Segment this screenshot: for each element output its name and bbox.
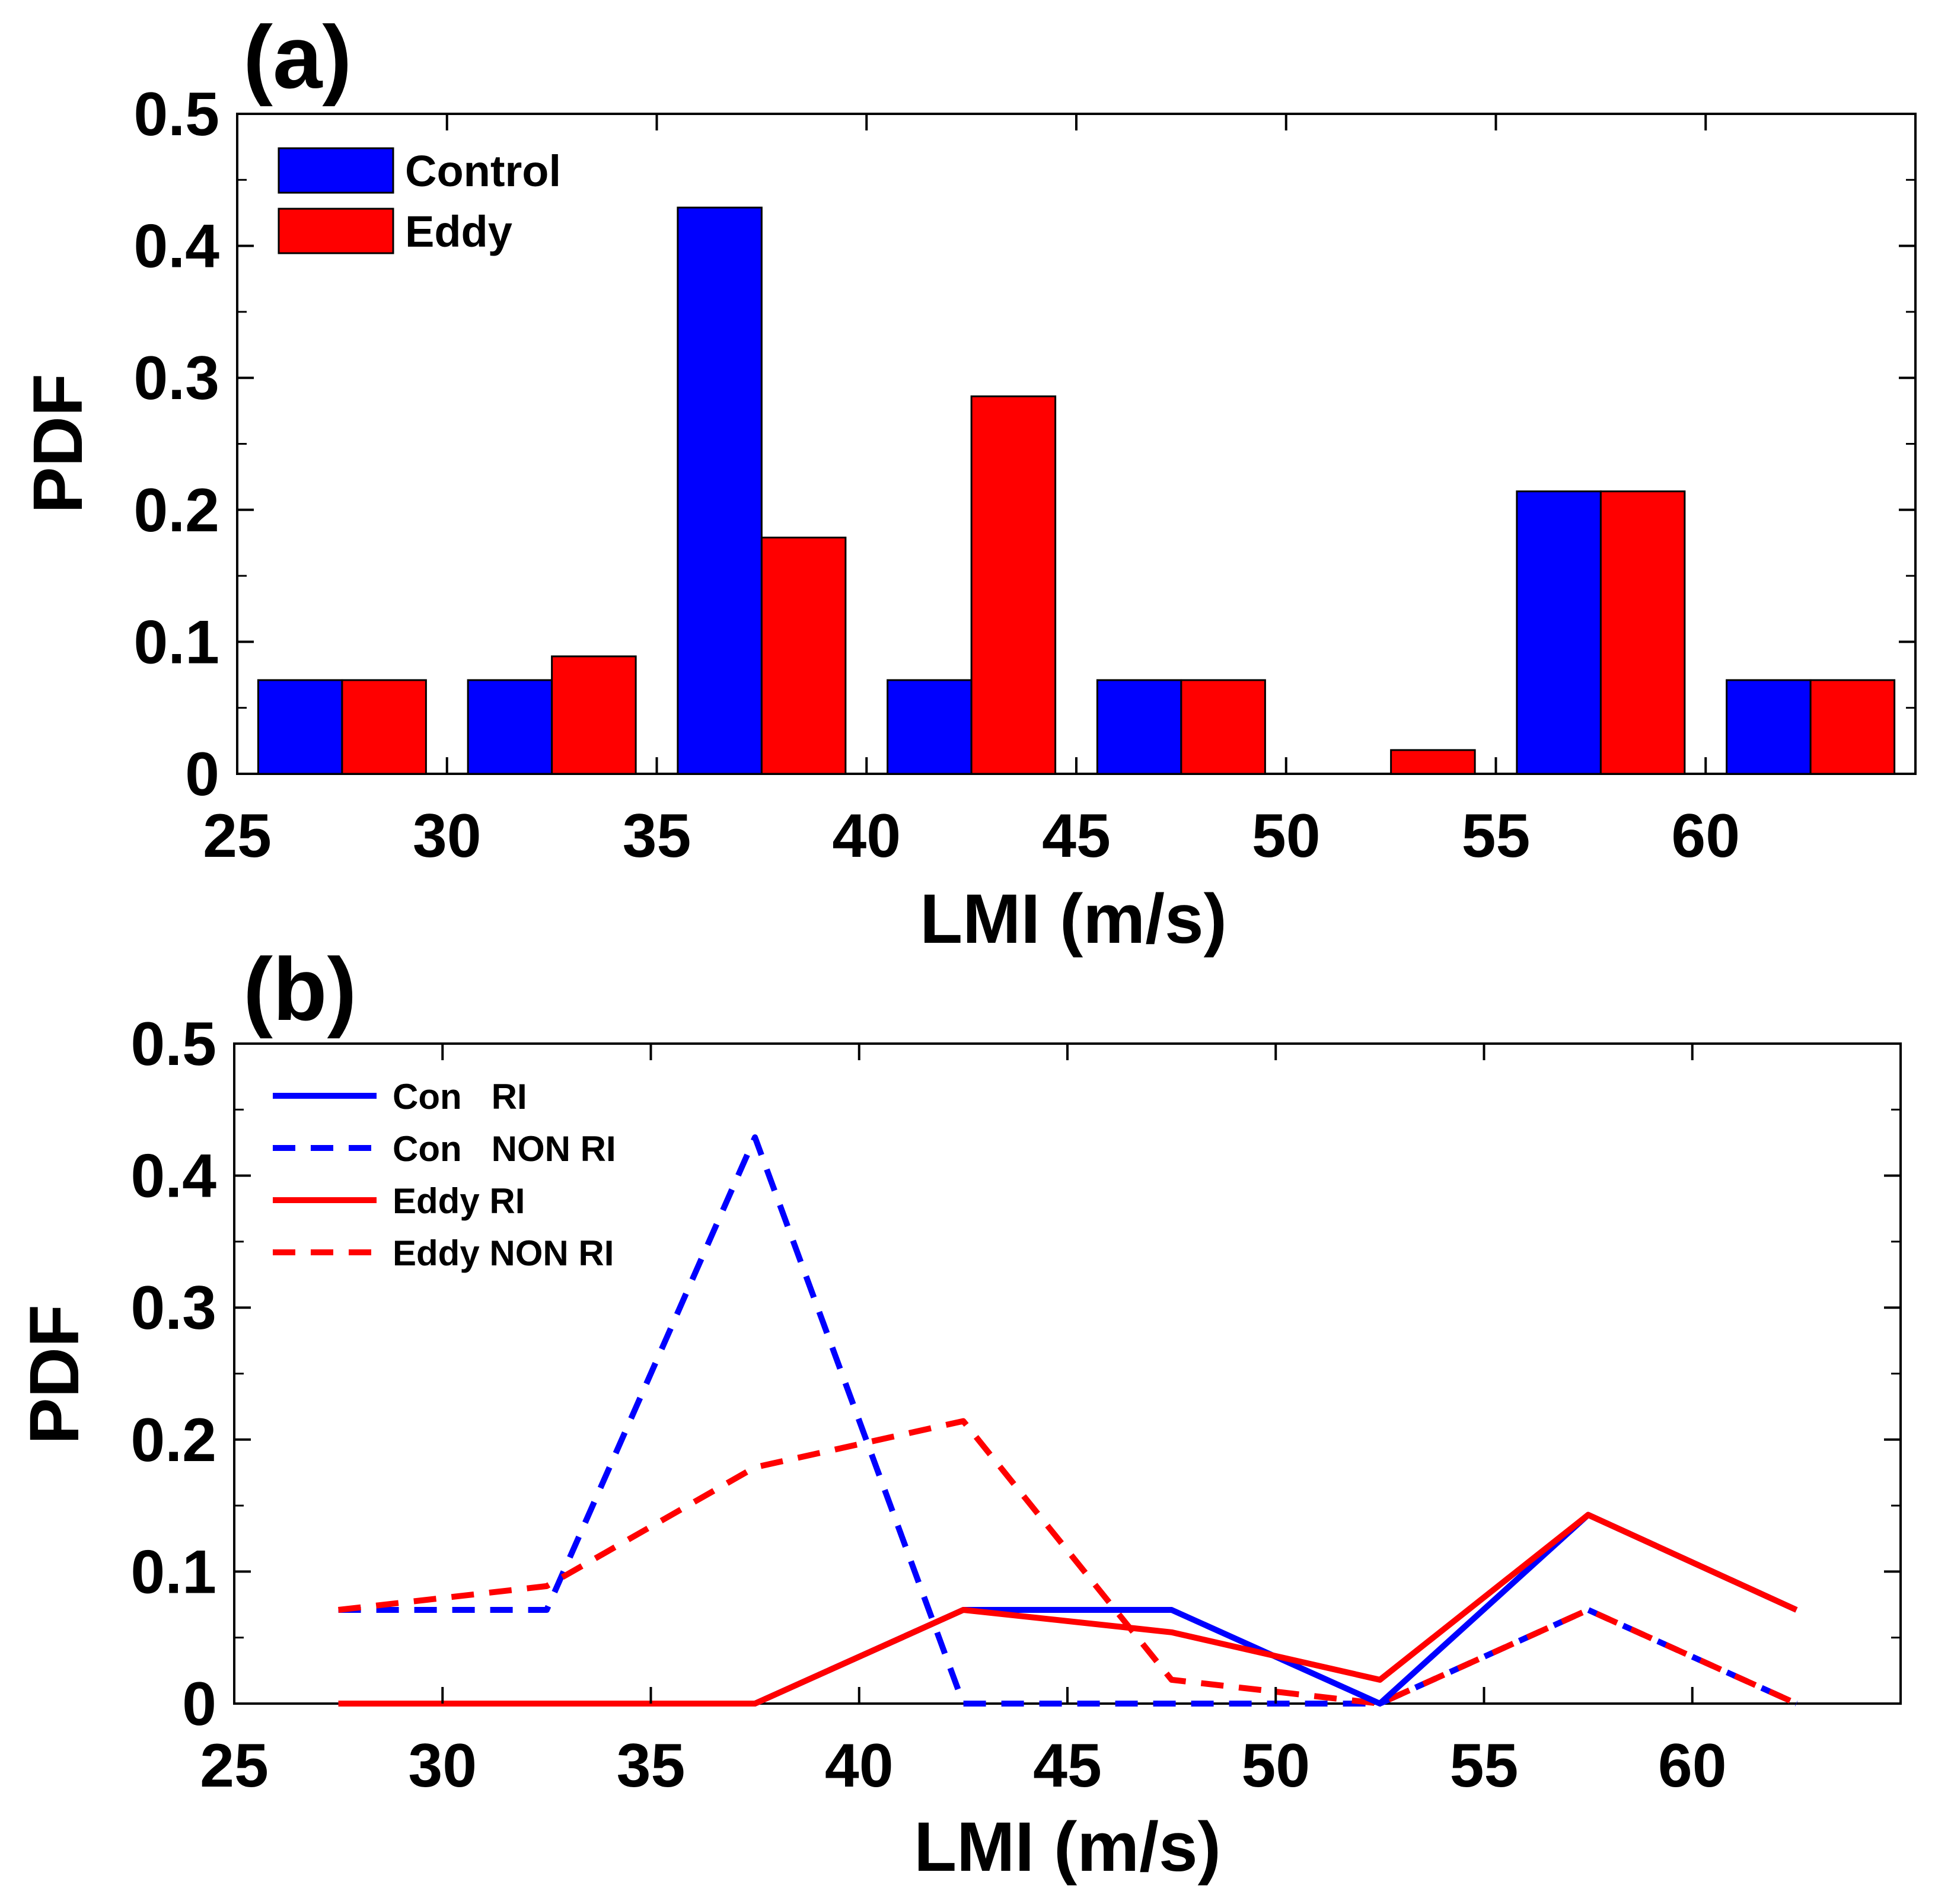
x-tick-label: 30 xyxy=(413,802,482,870)
y-tick-label: 0.3 xyxy=(133,344,219,413)
panel-b-line-chart: (b) 0 0.1 0.2 0.3 0.4 0.5 25 30 35 40 45 50 55 60 LMI… xyxy=(15,939,1902,1886)
series-line-eddy-ri xyxy=(338,1511,1798,1707)
panel-a-bar-chart: (a) 0 0.1 0.2 0.3 0.4 0.5 25 30 35 40 45 50 55 60 LMI… xyxy=(19,7,1917,958)
y-tick-label: 0.4 xyxy=(133,212,219,281)
y-tick-label: 0.2 xyxy=(133,476,219,545)
panel-b-y-axis-title: PDF xyxy=(15,1305,94,1444)
y-tick-label: 0.1 xyxy=(130,1538,216,1606)
panel-b-legend: Con RI Con NON RI Eddy RI Eddy NON RI xyxy=(273,1077,616,1273)
legend-swatch-eddy xyxy=(278,208,394,254)
bar-eddy-52.5 xyxy=(1390,749,1476,775)
bar-eddy-57.5 xyxy=(1599,490,1686,775)
x-tick-label: 30 xyxy=(408,1731,477,1800)
bar-eddy-37.5 xyxy=(760,537,847,775)
panel-a-ticks: 0 0.1 0.2 0.3 0.4 0.5 25 30 35 40 45 50 55 60 xyxy=(133,80,1915,870)
series-line-con-ri xyxy=(338,1511,1798,1707)
y-tick-label: 0.5 xyxy=(133,80,219,149)
series-line-eddy-non-ri xyxy=(338,1418,1798,1707)
legend-swatch-control xyxy=(278,147,394,194)
y-tick-label: 0.4 xyxy=(130,1142,216,1211)
bar-eddy-42.5 xyxy=(970,395,1057,775)
x-tick-label: 50 xyxy=(1241,1731,1310,1800)
x-tick-label: 55 xyxy=(1450,1731,1519,1800)
y-tick-label: 0.3 xyxy=(130,1274,216,1342)
x-tick-label: 40 xyxy=(832,802,901,870)
x-tick-label: 45 xyxy=(1033,1731,1102,1800)
x-tick-label: 60 xyxy=(1658,1731,1727,1800)
legend-label-con-ri: Con RI xyxy=(393,1077,527,1117)
panel-a-legend: Control Eddy xyxy=(278,146,561,256)
legend-label-eddy: Eddy xyxy=(405,207,512,256)
x-tick-label: 55 xyxy=(1462,802,1531,870)
panel-b-label: (b) xyxy=(243,939,357,1039)
bar-eddy-62.5 xyxy=(1809,679,1896,775)
bar-eddy-32.5 xyxy=(551,655,637,775)
x-tick-label: 50 xyxy=(1252,802,1321,870)
y-tick-label: 0 xyxy=(182,1670,216,1739)
bar-control-62.5 xyxy=(1726,679,1812,775)
bar-control-57.5 xyxy=(1516,490,1602,775)
bar-eddy-47.5 xyxy=(1180,679,1266,775)
bar-control-32.5 xyxy=(467,679,553,775)
bar-control-42.5 xyxy=(887,679,973,775)
legend-label-control: Control xyxy=(405,146,561,196)
y-tick-label: 0.5 xyxy=(130,1010,216,1079)
panel-a-bars xyxy=(257,206,1896,775)
x-tick-label: 40 xyxy=(825,1731,894,1800)
bar-control-37.5 xyxy=(677,206,763,775)
panel-a-label: (a) xyxy=(243,7,352,107)
panel-b-x-axis-title: LMI (m/s) xyxy=(914,1808,1221,1886)
bar-control-47.5 xyxy=(1096,679,1182,775)
y-tick-label: 0 xyxy=(185,740,219,809)
bar-control-27.5 xyxy=(257,679,343,775)
y-tick-label: 0.1 xyxy=(133,608,219,677)
legend-label-eddy-ri: Eddy RI xyxy=(393,1181,525,1221)
x-tick-label: 35 xyxy=(617,1731,686,1800)
panel-a-y-axis-title: PDF xyxy=(19,374,97,514)
panel-a-x-axis-title: LMI (m/s) xyxy=(920,880,1227,958)
x-tick-label: 25 xyxy=(203,802,272,870)
x-tick-label: 35 xyxy=(623,802,691,870)
bar-eddy-27.5 xyxy=(341,679,427,775)
panel-b-lines xyxy=(338,1134,1798,1707)
legend-label-eddy-non-ri: Eddy NON RI xyxy=(393,1233,614,1273)
x-tick-label: 45 xyxy=(1042,802,1111,870)
legend-label-con-non-ri: Con NON RI xyxy=(393,1129,616,1169)
panel-b-ticks: 0 0.1 0.2 0.3 0.4 0.5 25 30 35 40 45 50 55 60 xyxy=(130,1010,1901,1800)
x-tick-label: 25 xyxy=(200,1731,269,1800)
y-tick-label: 0.2 xyxy=(130,1406,216,1475)
x-tick-label: 60 xyxy=(1671,802,1740,870)
